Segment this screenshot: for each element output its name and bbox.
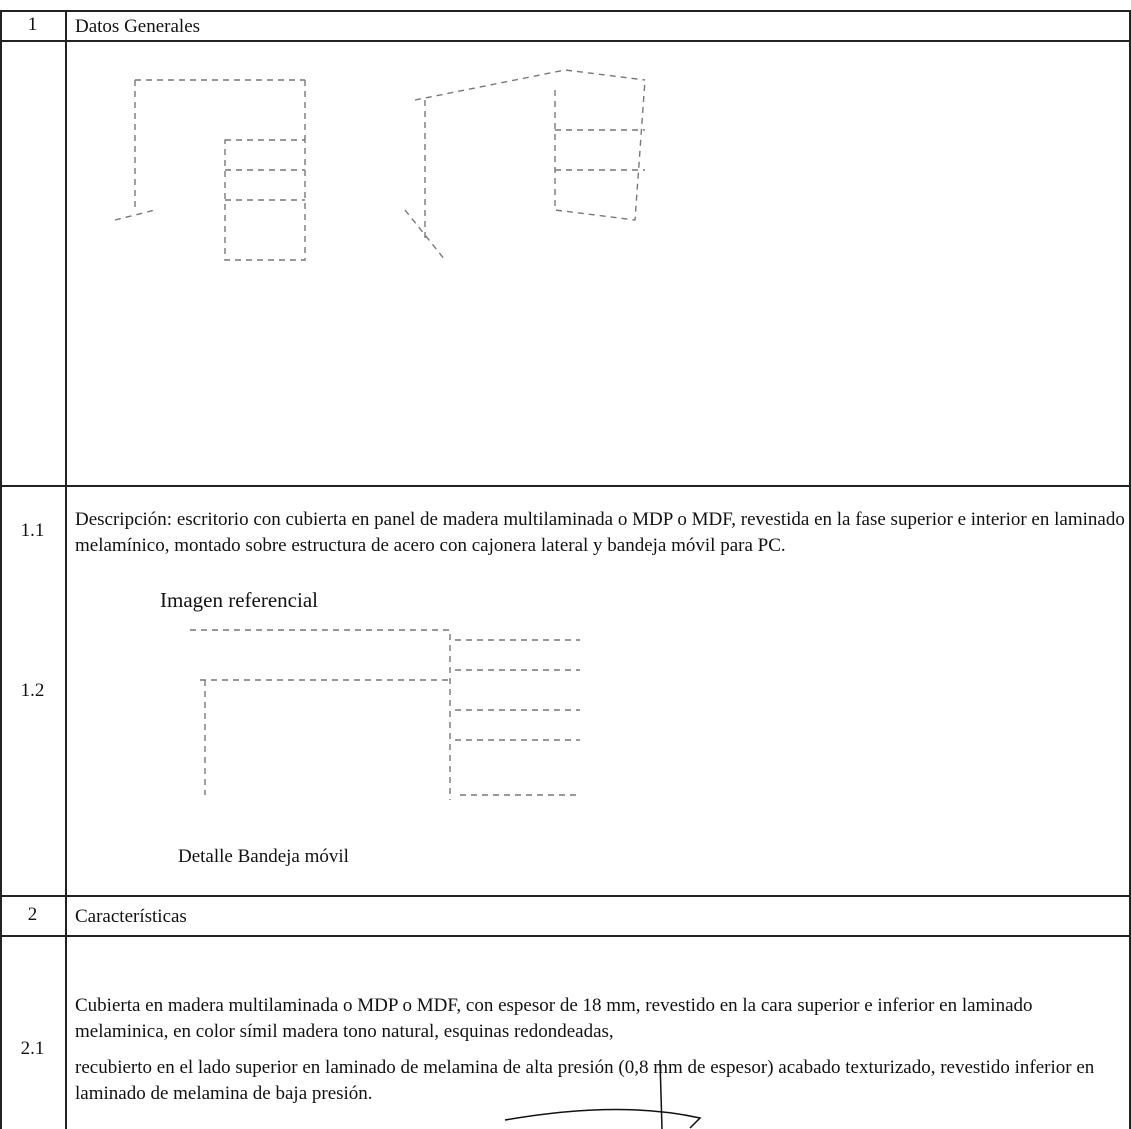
rule — [0, 935, 1131, 937]
section-title: Datos Generales — [75, 16, 201, 37]
caption: Detalle Bandeja móvil — [178, 846, 349, 867]
rule — [0, 40, 1131, 42]
description: Descripción: escritorio con cubierta en … — [75, 509, 1125, 556]
desk-sketch — [114, 69, 646, 261]
row-number: 2.1 — [20, 1038, 45, 1059]
rule — [0, 10, 1131, 12]
row-number: 1.1 — [20, 520, 45, 541]
rule — [65, 10, 67, 1129]
rule — [0, 895, 1131, 897]
rule — [0, 10, 2, 1129]
rule — [0, 485, 1131, 487]
row-number: 1 — [27, 14, 38, 35]
rule — [1129, 10, 1131, 1129]
desk-sketch — [190, 629, 580, 800]
caption: Imagen referencial — [160, 588, 318, 612]
pen-mark — [504, 1060, 702, 1129]
row-number: 2 — [27, 904, 38, 925]
paragraph: Cubierta en madera multilaminada o MDP o… — [75, 995, 1033, 1042]
paragraph: recubierto en el lado superior en lamina… — [75, 1057, 1095, 1104]
section-title: Características — [75, 906, 187, 927]
row-number: 1.2 — [20, 680, 45, 701]
